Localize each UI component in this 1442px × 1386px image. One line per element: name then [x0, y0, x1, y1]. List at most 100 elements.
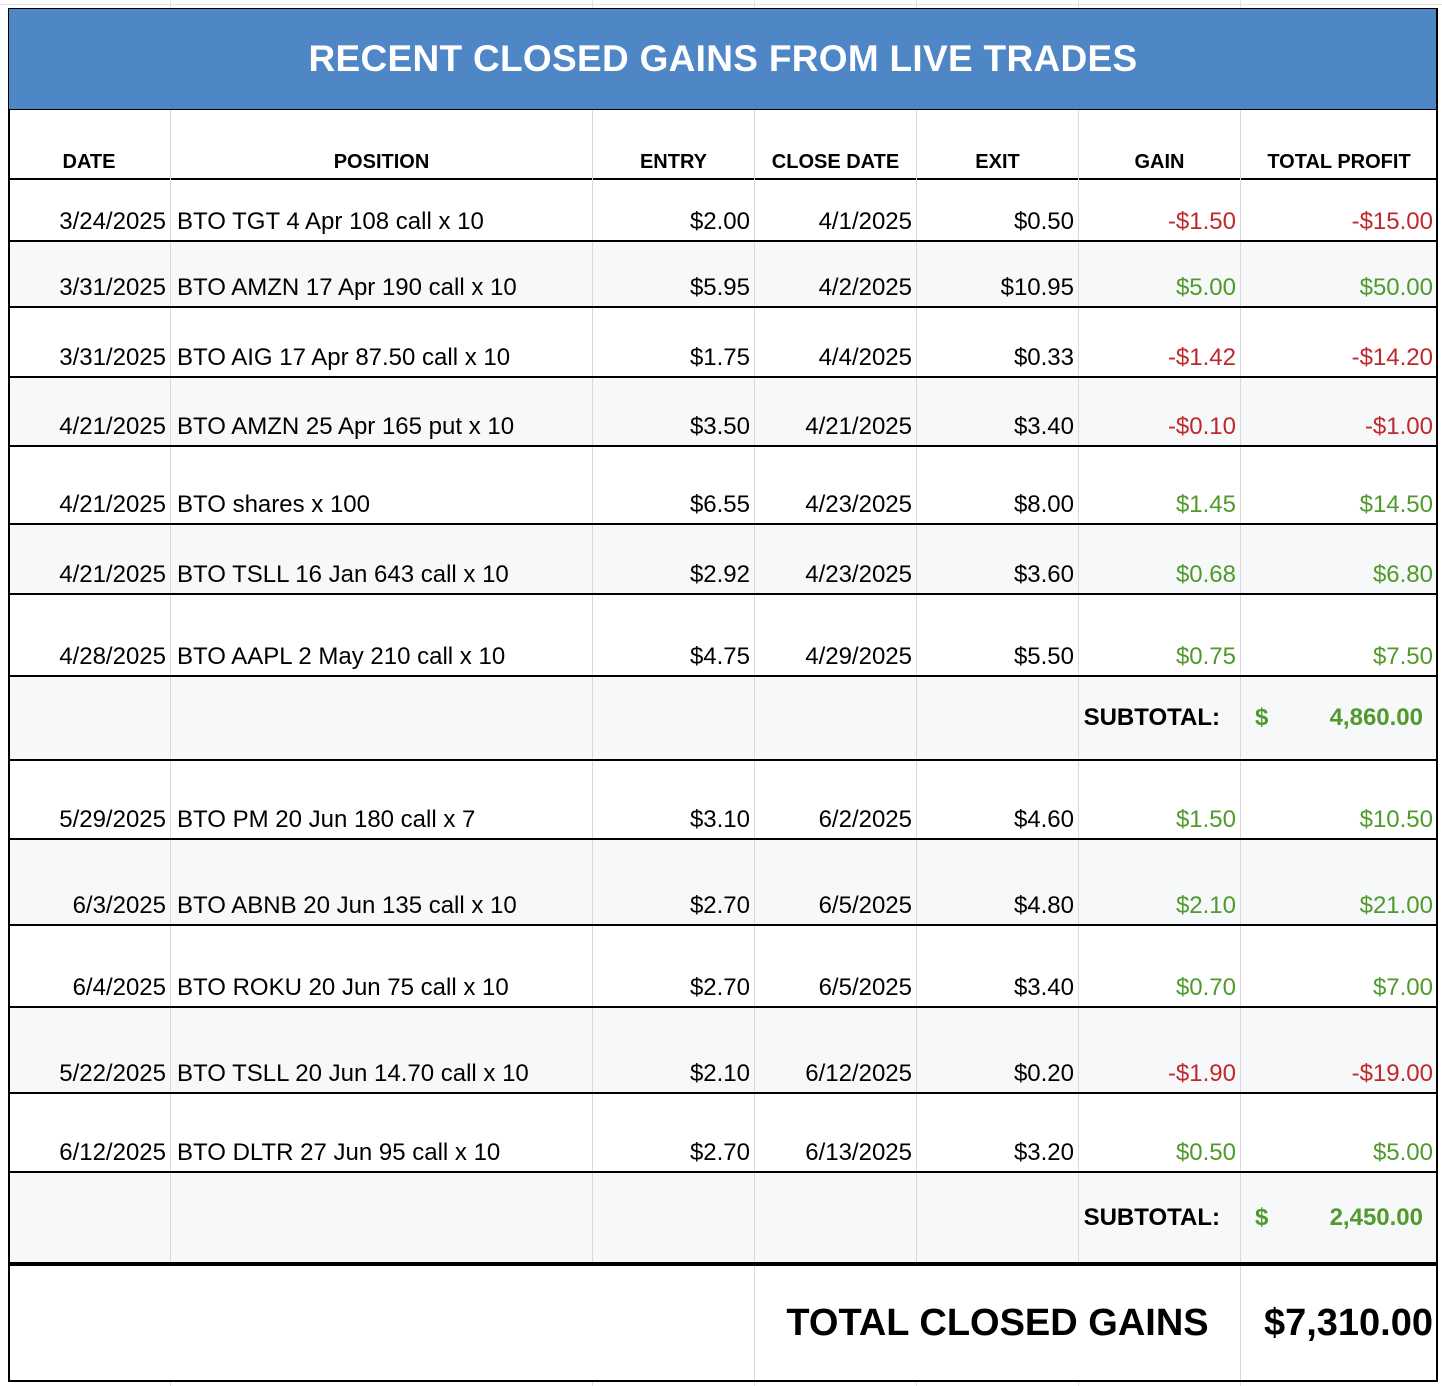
close-date-cell[interactable]: 4/29/2025 — [805, 643, 912, 670]
close-date-cell[interactable]: 6/12/2025 — [805, 1060, 912, 1087]
position-cell[interactable]: BTO shares x 100 — [177, 491, 370, 518]
exit-cell[interactable]: $10.95 — [1000, 274, 1074, 301]
total-profit-cell[interactable]: $10.50 — [1359, 806, 1433, 833]
position-cell[interactable]: BTO ABNB 20 Jun 135 call x 10 — [177, 892, 517, 919]
position-cell[interactable]: BTO TSLL 20 Jun 14.70 call x 10 — [177, 1060, 529, 1087]
total-profit-cell[interactable]: $5.00 — [1372, 1139, 1433, 1166]
subtotal-label[interactable]: SUBTOTAL: — [1083, 1203, 1220, 1231]
header-total-profit[interactable]: TOTAL PROFIT — [1267, 151, 1411, 173]
date-cell[interactable]: 3/24/2025 — [59, 208, 166, 235]
exit-cell[interactable]: $0.20 — [1013, 1060, 1074, 1087]
subtotal-currency[interactable]: $ — [1255, 1203, 1269, 1231]
entry-cell[interactable]: $2.10 — [689, 1060, 750, 1087]
exit-cell[interactable]: $3.20 — [1013, 1139, 1074, 1166]
date-cell[interactable]: 6/4/2025 — [72, 974, 166, 1001]
gain-cell[interactable]: $1.45 — [1175, 491, 1236, 518]
position-cell[interactable]: BTO TGT 4 Apr 108 call x 10 — [177, 208, 484, 235]
entry-cell[interactable]: $3.50 — [689, 413, 750, 440]
total-profit-cell[interactable]: $6.80 — [1372, 561, 1433, 588]
close-date-cell[interactable]: 6/5/2025 — [818, 974, 912, 1001]
header-gain[interactable]: GAIN — [1134, 151, 1185, 173]
header-close-date[interactable]: CLOSE DATE — [771, 151, 900, 173]
grand-total-label[interactable]: TOTAL CLOSED GAINS — [786, 1301, 1209, 1344]
grand-total-value[interactable]: $7,310.00 — [1263, 1301, 1433, 1344]
subtotal-label[interactable]: SUBTOTAL: — [1083, 704, 1220, 731]
subtotal-value[interactable]: 2,450.00 — [1329, 1203, 1423, 1231]
total-profit-cell[interactable]: -$15.00 — [1351, 208, 1433, 235]
exit-cell[interactable]: $0.50 — [1013, 208, 1074, 235]
date-cell[interactable]: 5/29/2025 — [59, 806, 166, 833]
exit-cell[interactable]: $3.60 — [1013, 561, 1074, 588]
date-cell[interactable]: 4/21/2025 — [59, 413, 166, 440]
entry-cell[interactable]: $2.70 — [689, 892, 750, 919]
position-cell[interactable]: BTO TSLL 16 Jan 643 call x 10 — [177, 561, 509, 588]
subtotal-value[interactable]: 4,860.00 — [1329, 704, 1423, 731]
subtotal-currency[interactable]: $ — [1255, 704, 1269, 731]
header-position[interactable]: POSITION — [333, 151, 430, 173]
entry-cell[interactable]: $3.10 — [689, 806, 750, 833]
entry-cell[interactable]: $5.95 — [689, 274, 750, 301]
gain-cell[interactable]: -$1.90 — [1167, 1060, 1236, 1087]
total-profit-cell[interactable]: -$1.00 — [1364, 413, 1433, 440]
close-date-cell[interactable]: 4/23/2025 — [805, 491, 912, 518]
header-entry[interactable]: ENTRY — [639, 151, 708, 173]
close-date-cell[interactable]: 4/23/2025 — [805, 561, 912, 588]
gain-cell[interactable]: $2.10 — [1175, 892, 1236, 919]
close-date-cell[interactable]: 4/21/2025 — [805, 413, 912, 440]
entry-cell[interactable]: $4.75 — [689, 643, 750, 670]
total-profit-cell[interactable]: $21.00 — [1359, 892, 1433, 919]
date-cell[interactable]: 6/12/2025 — [59, 1139, 166, 1166]
gain-cell[interactable]: $0.68 — [1175, 561, 1236, 588]
header-exit[interactable]: EXIT — [975, 151, 1020, 173]
exit-cell[interactable]: $0.33 — [1013, 344, 1074, 371]
exit-cell[interactable]: $8.00 — [1013, 491, 1074, 518]
total-profit-cell[interactable]: $50.00 — [1359, 274, 1433, 301]
total-profit-cell[interactable]: $7.50 — [1372, 643, 1433, 670]
gain-cell[interactable]: $0.70 — [1175, 974, 1236, 1001]
exit-cell[interactable]: $4.80 — [1013, 892, 1074, 919]
close-date-cell[interactable]: 6/5/2025 — [818, 892, 912, 919]
close-date-cell[interactable]: 4/2/2025 — [818, 274, 912, 301]
close-date-cell[interactable]: 6/2/2025 — [818, 806, 912, 833]
gain-cell[interactable]: $0.50 — [1175, 1139, 1236, 1166]
gain-cell[interactable]: -$1.50 — [1167, 208, 1236, 235]
position-cell[interactable]: BTO AMZN 17 Apr 190 call x 10 — [177, 274, 517, 301]
entry-cell[interactable]: $1.75 — [689, 344, 750, 371]
date-cell[interactable]: 4/21/2025 — [59, 491, 166, 518]
entry-cell[interactable]: $6.55 — [689, 491, 750, 518]
position-cell[interactable]: BTO AAPL 2 May 210 call x 10 — [177, 643, 506, 670]
gain-cell[interactable]: -$1.42 — [1167, 344, 1236, 371]
gain-cell[interactable]: $5.00 — [1175, 274, 1236, 301]
total-profit-cell[interactable]: -$19.00 — [1351, 1060, 1433, 1087]
close-date-cell[interactable]: 4/1/2025 — [818, 208, 912, 235]
gain-cell[interactable]: -$0.10 — [1167, 413, 1236, 440]
header-date[interactable]: DATE — [62, 151, 116, 173]
total-profit-cell[interactable]: $14.50 — [1359, 491, 1433, 518]
gain-cell[interactable]: $1.50 — [1175, 806, 1236, 833]
date-cell[interactable]: 4/21/2025 — [59, 561, 166, 588]
gain-cell[interactable]: $0.75 — [1175, 643, 1236, 670]
entry-cell[interactable]: $2.00 — [689, 208, 750, 235]
date-cell[interactable]: 4/28/2025 — [59, 643, 166, 670]
exit-cell[interactable]: $3.40 — [1013, 413, 1074, 440]
position-cell[interactable]: BTO AMZN 25 Apr 165 put x 10 — [177, 413, 515, 440]
sheet-title[interactable]: RECENT CLOSED GAINS FROM LIVE TRADES — [8, 8, 1438, 110]
exit-cell[interactable]: $5.50 — [1013, 643, 1074, 670]
position-cell[interactable]: BTO ROKU 20 Jun 75 call x 10 — [177, 974, 509, 1001]
date-cell[interactable]: 5/22/2025 — [59, 1060, 166, 1087]
entry-cell[interactable]: $2.70 — [689, 974, 750, 1001]
exit-cell[interactable]: $3.40 — [1013, 974, 1074, 1001]
date-cell[interactable]: 3/31/2025 — [59, 274, 166, 301]
date-cell[interactable]: 6/3/2025 — [72, 892, 166, 919]
close-date-cell[interactable]: 6/13/2025 — [805, 1139, 912, 1166]
entry-cell[interactable]: $2.70 — [689, 1139, 750, 1166]
exit-cell[interactable]: $4.60 — [1013, 806, 1074, 833]
total-profit-cell[interactable]: -$14.20 — [1351, 344, 1433, 371]
position-cell[interactable]: BTO AIG 17 Apr 87.50 call x 10 — [177, 344, 511, 371]
position-cell[interactable]: BTO DLTR 27 Jun 95 call x 10 — [177, 1139, 501, 1166]
entry-cell[interactable]: $2.92 — [689, 561, 750, 588]
date-cell[interactable]: 3/31/2025 — [59, 344, 166, 371]
total-profit-cell[interactable]: $7.00 — [1372, 974, 1433, 1001]
close-date-cell[interactable]: 4/4/2025 — [818, 344, 912, 371]
position-cell[interactable]: BTO PM 20 Jun 180 call x 7 — [177, 806, 476, 833]
